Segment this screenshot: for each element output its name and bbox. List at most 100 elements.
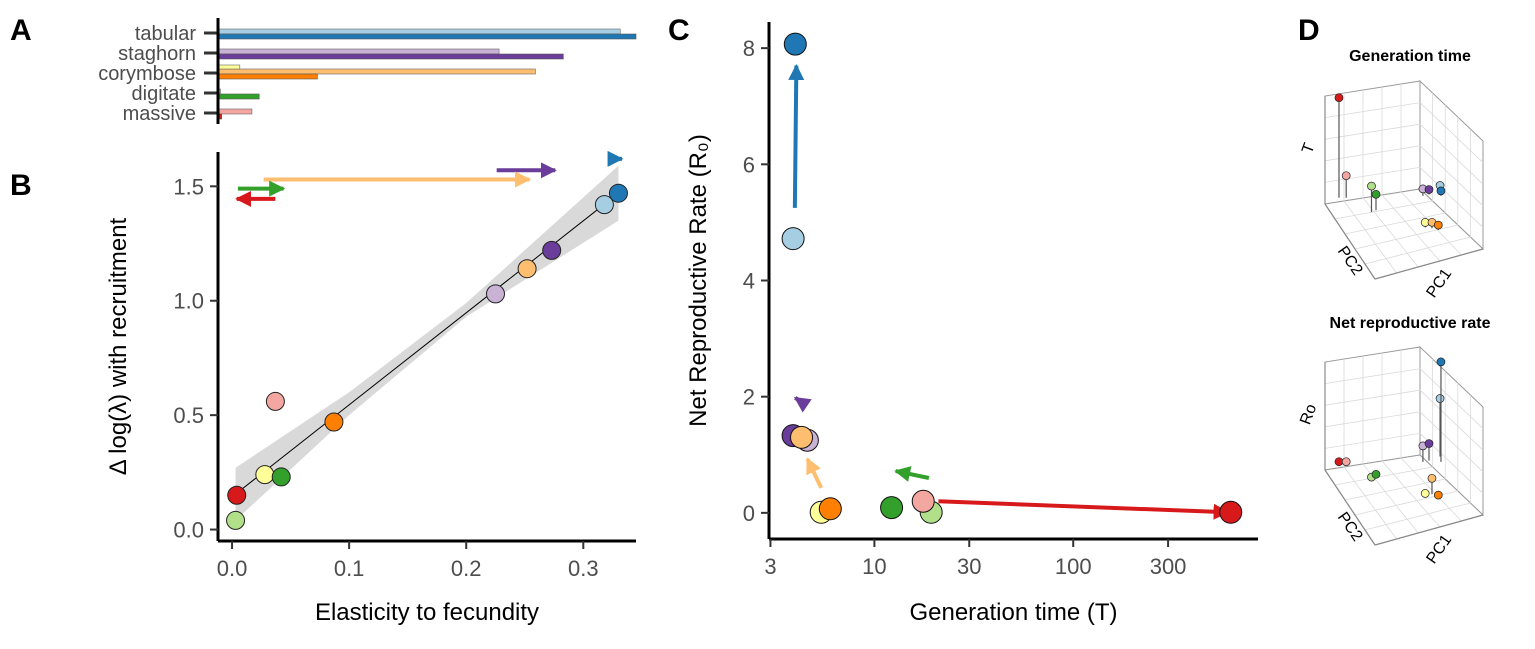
- x-axis-title: Elasticity to fecundity: [315, 599, 539, 626]
- point-corymbose-dark: [818, 497, 842, 521]
- y-axis-title: Δ log(λ) with recruitment: [105, 217, 132, 475]
- point-massive-dark: [1334, 457, 1344, 467]
- grid-line: [1381, 460, 1441, 528]
- point-massive-dark: [1219, 500, 1243, 524]
- back-wall-left: [1324, 346, 1421, 471]
- x-tick-label: 100: [1055, 554, 1092, 579]
- grid-line: [1419, 123, 1484, 185]
- point-staghorn-dark: [542, 240, 562, 260]
- x-tick-label: 0.3: [568, 556, 599, 581]
- grid-line: [1419, 368, 1484, 429]
- point-corymbose-dark: [1433, 220, 1443, 230]
- point-massive-light: [1341, 171, 1351, 181]
- point-massive-dark: [1334, 93, 1344, 103]
- category-label: massive: [123, 103, 196, 125]
- grid-line: [1324, 167, 1421, 183]
- arrow-digitate: [894, 466, 930, 482]
- y-tick-label: 1.0: [173, 289, 204, 314]
- x-tick-label: 0.1: [334, 556, 365, 581]
- edge-pc1: [1374, 248, 1484, 280]
- grid-line: [1334, 200, 1433, 220]
- x-tick-label: 0.0: [217, 556, 248, 581]
- point-corymbose-mid: [790, 425, 814, 449]
- point-digitate-light: [1367, 181, 1376, 191]
- grid-line: [1364, 236, 1471, 265]
- point-corymbose-mid: [517, 259, 537, 279]
- point-corymbose-dark: [1433, 490, 1443, 500]
- category-label: corymbose: [98, 63, 196, 85]
- y-tick-label: 0: [743, 501, 755, 526]
- grid-line: [1419, 389, 1484, 451]
- grid-line: [1344, 212, 1446, 235]
- bar-light-corymbose: [217, 68, 536, 75]
- grid-line: [1354, 224, 1458, 250]
- point-staghorn-dark: [1424, 439, 1434, 448]
- point-corymbose-light: [255, 465, 275, 485]
- grid-line: [1324, 123, 1421, 140]
- bar-pale-corymbose: [217, 64, 241, 70]
- y-tick-label: 6: [743, 152, 755, 177]
- subplot-title: Net reproductive rate: [1330, 315, 1491, 332]
- point-staghorn-light: [485, 284, 505, 304]
- point-digitate-light: [226, 510, 246, 530]
- y-axis-title: Net Reproductive Rate (R₀): [685, 134, 712, 427]
- point-tabular-light: [781, 227, 805, 251]
- point-digitate-dark: [1371, 469, 1381, 479]
- edge-pc2: [1324, 469, 1376, 546]
- panel-letter-b: B: [10, 169, 32, 202]
- category-label: digitate: [132, 83, 197, 105]
- panel-letter-a: A: [10, 14, 32, 47]
- point-corymbose-mid: [1427, 473, 1437, 483]
- z-axis-label: T: [1299, 141, 1318, 156]
- grid-line: [1344, 478, 1446, 501]
- y-tick-label: 4: [743, 269, 755, 294]
- x-tick-label: 0.2: [451, 556, 482, 581]
- point-tabular-dark: [1436, 186, 1446, 196]
- x-tick-label: 3: [764, 554, 776, 579]
- bar-dark-tabular: [217, 33, 637, 40]
- arrow-corymbose: [805, 457, 824, 489]
- point-tabular-dark: [608, 183, 628, 203]
- grid-line: [1381, 194, 1441, 262]
- edge-pc2: [1324, 203, 1376, 280]
- x-axis-title: Generation time (T): [909, 599, 1117, 626]
- bar-dark-corymbose: [217, 73, 318, 80]
- subplot-title: Generation time: [1349, 48, 1471, 65]
- panel-b-scatter: 0.0 0.1 0.2 0.3 0.0 0.5 1.0 1.5 Elasticity to fe…: [105, 150, 636, 626]
- category-label: tabular: [135, 23, 196, 45]
- grid-line: [1419, 167, 1484, 228]
- grid-line: [1419, 102, 1484, 163]
- regression-line: [235, 192, 619, 495]
- grid-line: [1324, 411, 1421, 428]
- point-corymbose-light: [1420, 489, 1430, 498]
- z-axis-label: Ro: [1297, 402, 1320, 427]
- x-tick-label: 10: [862, 554, 886, 579]
- panel-c-scatter: 3 10 30 100 300 0 2 4 6 8 Generation time (T) Net R…: [685, 22, 1258, 626]
- arrow-staghorn: [793, 396, 812, 413]
- point-corymbose-dark: [324, 412, 344, 432]
- grid-line: [1324, 368, 1421, 384]
- pc1-axis-label: PC1: [1423, 266, 1455, 301]
- point-digitate-dark: [880, 496, 904, 520]
- y-tick-label: 1.5: [173, 174, 204, 199]
- point-massive-dark: [227, 485, 247, 505]
- point-digitate-dark: [271, 467, 291, 487]
- point-massive-light: [911, 489, 935, 513]
- grid-line: [1324, 145, 1421, 162]
- grid-line: [1400, 457, 1462, 522]
- point-tabular-light: [594, 195, 614, 215]
- point-tabular-dark: [783, 32, 807, 56]
- grid-line: [1324, 433, 1421, 449]
- y-tick-label: 2: [743, 385, 755, 410]
- grid-line: [1343, 200, 1397, 274]
- grid-line: [1324, 389, 1421, 406]
- y-tick-label: 8: [743, 36, 755, 61]
- point-massive-light: [1341, 457, 1351, 467]
- panel-letter-d: D: [1298, 14, 1320, 47]
- bar-dark-staghorn: [217, 53, 564, 60]
- grid-line: [1324, 102, 1421, 118]
- point-staghorn-dark: [1424, 185, 1434, 194]
